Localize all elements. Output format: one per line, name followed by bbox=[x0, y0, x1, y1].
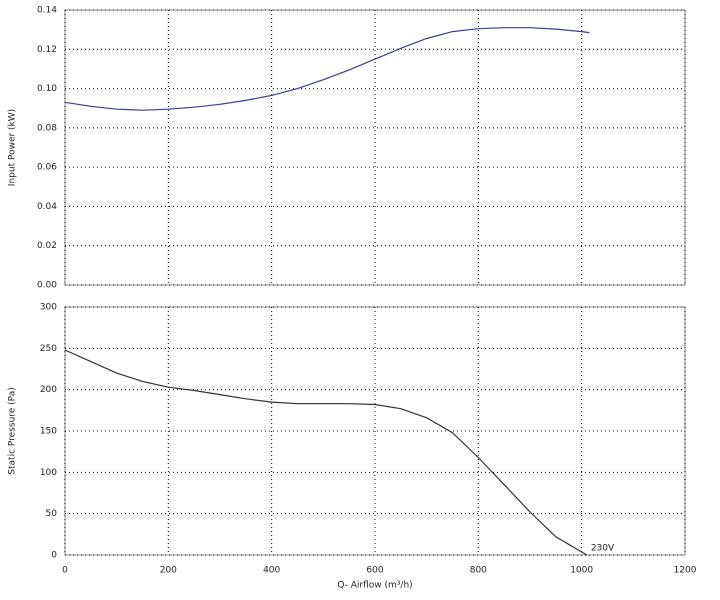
y-tick-label: 200 bbox=[40, 385, 57, 395]
y-tick-label: 0.04 bbox=[37, 202, 57, 212]
x-tick-label: 1000 bbox=[570, 566, 593, 576]
y-tick-label: 300 bbox=[40, 303, 57, 313]
y-tick-label: 0.02 bbox=[37, 241, 57, 251]
y-axis-label: Static Pressure (Pa) bbox=[8, 387, 18, 474]
y-tick-label: 50 bbox=[46, 509, 58, 519]
y-tick-label: 0.08 bbox=[37, 123, 57, 133]
x-tick-label: 400 bbox=[263, 566, 280, 576]
y-tick-label: 250 bbox=[40, 344, 57, 354]
data-line bbox=[64, 27, 590, 111]
y-tick-label: 0.00 bbox=[37, 281, 57, 291]
y-tick-label: 0.10 bbox=[37, 84, 57, 94]
data-line bbox=[64, 349, 588, 556]
x-tick-label: 600 bbox=[366, 566, 383, 576]
plot-area bbox=[64, 9, 686, 286]
annotation: 230V bbox=[591, 544, 615, 554]
y-tick-label: 0.14 bbox=[37, 6, 57, 16]
x-tick-label: 1200 bbox=[674, 566, 697, 576]
y-tick-label: 150 bbox=[40, 427, 57, 437]
y-tick-label: 0 bbox=[51, 551, 57, 561]
x-tick-label: 200 bbox=[160, 566, 177, 576]
y-axis-label: Input Power (kW) bbox=[8, 109, 18, 186]
x-tick-label: 0 bbox=[62, 566, 68, 576]
x-tick-label: 800 bbox=[470, 566, 487, 576]
x-axis-label: Q- Airflow (m³/h) bbox=[337, 581, 412, 591]
y-tick-label: 0.06 bbox=[37, 163, 57, 173]
y-tick-label: 0.12 bbox=[37, 45, 57, 55]
y-tick-label: 100 bbox=[40, 468, 57, 478]
